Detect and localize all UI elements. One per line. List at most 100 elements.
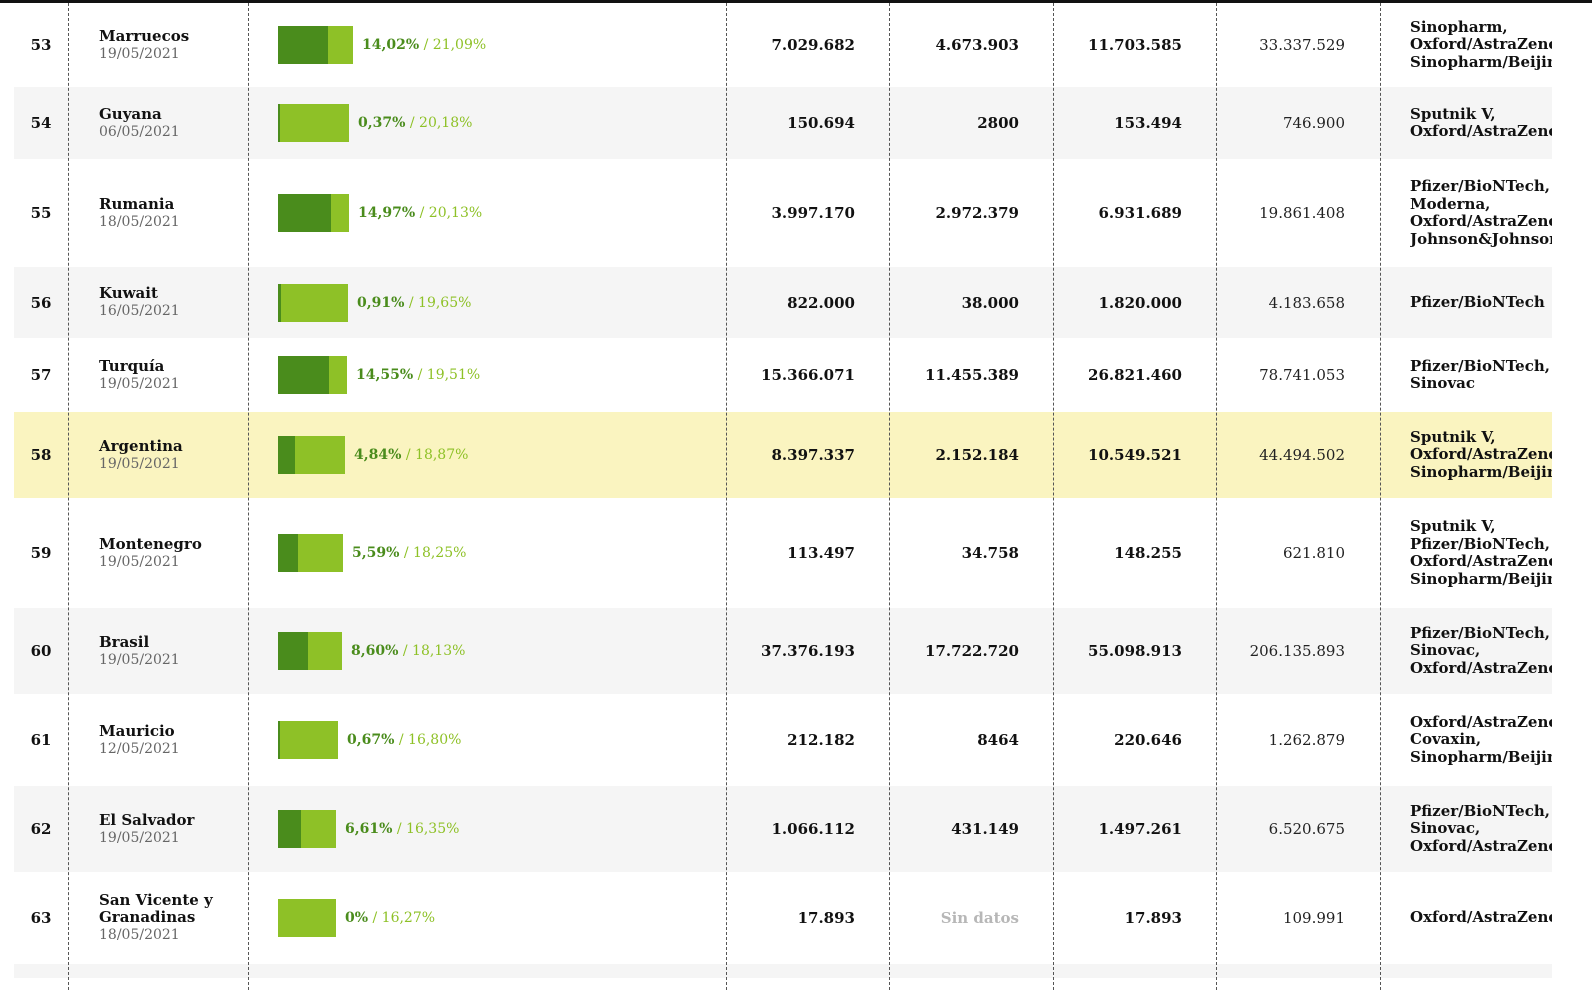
column-divider <box>68 3 69 990</box>
partially-vaccinated-pct: 21,09% <box>432 37 487 53</box>
country-name: Kuwait <box>99 284 158 302</box>
one-dose-count: 8.397.337 <box>771 446 855 464</box>
total-doses-count: 1.820.000 <box>1098 293 1182 312</box>
pct-separator: / <box>399 545 414 561</box>
pct-separator: / <box>404 294 419 311</box>
vaccines-list: Pfizer/BioNTech, Sinovac <box>1410 356 1550 392</box>
vaccination-bar-cell: 4,84% / 18,87% <box>278 412 718 498</box>
vaccination-bar <box>278 26 353 64</box>
vaccination-bar-cell: 0,37% / 20,18% <box>278 87 718 159</box>
population-count: 621.810 <box>1282 544 1345 562</box>
fully-vaccinated-fill <box>278 26 328 64</box>
update-date: 18/05/2021 <box>99 927 180 943</box>
two-doses-count: 34.758 <box>961 544 1019 562</box>
country-cell: Rumania 18/05/2021 <box>99 159 249 267</box>
two-doses-count: 431.149 <box>951 820 1019 838</box>
update-date: 19/05/2021 <box>99 651 180 668</box>
column-divider <box>1216 3 1217 990</box>
two-doses-count: 38.000 <box>961 293 1019 312</box>
one-dose-count: 212.182 <box>787 731 855 749</box>
vaccination-bar <box>278 194 349 232</box>
fully-vaccinated-fill <box>278 283 282 322</box>
fully-vaccinated-fill <box>278 534 298 572</box>
one-dose-count: 7.029.682 <box>771 36 855 54</box>
two-doses-count: 2.972.379 <box>935 204 1019 222</box>
update-date: 06/05/2021 <box>99 123 180 140</box>
vaccines-list: Pfizer/BioNTech, Sinovac, Oxford/AstraZe… <box>1410 801 1552 855</box>
rank-cell: 56 <box>30 293 52 312</box>
rank-cell: 57 <box>30 366 52 384</box>
total-doses-count: 6.931.689 <box>1098 204 1182 222</box>
two-doses-count: 11.455.389 <box>925 366 1019 384</box>
partially-vaccinated-pct: 16,27% <box>381 910 436 926</box>
partially-vaccinated-pct: 18,13% <box>412 643 466 659</box>
total-doses-count: 11.703.585 <box>1088 36 1182 54</box>
vaccines-list: Sinopharm, Oxford/AstraZeneca, Sinopharm… <box>1410 17 1552 71</box>
country-cell: Guyana 06/05/2021 <box>99 87 249 159</box>
vaccination-percentages: 5,59% / 18,25% <box>352 545 466 561</box>
fully-vaccinated-pct: 0% <box>345 910 369 926</box>
vaccines-list: Oxford/AstraZeneca, Covaxin, Sinopharm/B… <box>1410 712 1552 766</box>
fully-vaccinated-fill <box>278 810 302 848</box>
partially-vaccinated-pct: 20,13% <box>428 205 483 221</box>
population-count: 206.135.893 <box>1249 642 1345 660</box>
table-row[interactable]: 59 Montenegro 19/05/2021 5,59% / 18,25% 113.… <box>14 498 1552 608</box>
country-name: San Vicente y Granadinas <box>99 891 213 926</box>
vaccination-percentages: 14,97% / 20,13% <box>358 205 482 221</box>
pct-separator: / <box>419 37 433 53</box>
total-doses-count: 17.893 <box>1124 909 1182 927</box>
population-count: 19.861.408 <box>1259 204 1345 222</box>
table-row[interactable]: 62 El Salvador 19/05/2021 6,61% / 16,35% 1.0… <box>14 786 1552 872</box>
vaccination-bar-cell: 14,55% / 19,51% <box>278 338 718 412</box>
table-row[interactable]: 57 Turquía 19/05/2021 14,55% / 19,51% 15.366… <box>14 338 1552 412</box>
update-date: 18/05/2021 <box>99 213 180 230</box>
total-doses-count: 148.255 <box>1114 544 1182 562</box>
vaccination-percentages: 8,60% / 18,13% <box>351 643 465 659</box>
update-date: 19/05/2021 <box>99 553 180 570</box>
rank-cell: 63 <box>30 909 52 927</box>
vaccines-list: Pfizer/BioNTech, Moderna, Oxford/AstraZe… <box>1410 177 1552 248</box>
vaccines-list: Sputnik V, Oxford/AstraZeneca, Sinopharm… <box>1410 427 1552 481</box>
column-divider <box>1380 3 1381 990</box>
rank-cell: 59 <box>30 544 52 562</box>
population-count: 4.183.658 <box>1268 293 1345 312</box>
partially-vaccinated-pct: 19,65% <box>418 294 472 311</box>
fully-vaccinated-pct: 6,61% <box>345 821 393 837</box>
table-row[interactable]: 54 Guyana 06/05/2021 0,37% / 20,18% 150.694 2… <box>14 87 1552 159</box>
country-cell: Montenegro 19/05/2021 <box>99 498 249 608</box>
update-date: 19/05/2021 <box>99 455 180 472</box>
pct-separator: / <box>368 910 382 926</box>
table-row[interactable]: 58 Argentina 19/05/2021 4,84% / 18,87% 8.397… <box>14 412 1552 498</box>
partially-vaccinated-pct: 19,51% <box>426 367 481 383</box>
population-count: 78.741.053 <box>1259 366 1345 384</box>
vaccination-bar-cell: 0,91% / 19,65% <box>278 267 718 338</box>
vaccines-list: Pfizer/BioNTech, Sinovac, Oxford/AstraZe… <box>1410 623 1552 677</box>
table-row[interactable]: 61 Mauricio 12/05/2021 0,67% / 16,80% 212.18… <box>14 694 1552 786</box>
vaccination-percentages: 0,37% / 20,18% <box>358 115 472 131</box>
country-name: El Salvador <box>99 810 195 829</box>
fully-vaccinated-pct: 14,97% <box>358 205 416 221</box>
country-name: Argentina <box>99 436 183 455</box>
fully-vaccinated-pct: 4,84% <box>354 447 402 463</box>
country-cell: Argentina 19/05/2021 <box>99 412 249 498</box>
fully-vaccinated-pct: 0,67% <box>347 732 395 748</box>
two-doses-count: 2.152.184 <box>935 446 1019 464</box>
total-doses-count: 26.821.460 <box>1088 366 1182 384</box>
pct-separator: / <box>405 115 420 131</box>
fully-vaccinated-fill <box>278 356 330 394</box>
vaccination-table: 53 Marruecos 19/05/2021 14,02% / 21,09% 7.02… <box>14 3 1552 978</box>
table-row[interactable]: 53 Marruecos 19/05/2021 14,02% / 21,09% 7.02… <box>14 3 1552 87</box>
one-dose-count: 1.066.112 <box>771 820 855 838</box>
population-count: 6.520.675 <box>1268 820 1345 838</box>
two-doses-count: 2800 <box>977 114 1019 132</box>
two-doses-count: 8464 <box>977 731 1019 749</box>
table-row[interactable]: 63 San Vicente y Granadinas 18/05/2021 0% /… <box>14 872 1552 964</box>
update-date: 19/05/2021 <box>99 375 180 392</box>
table-row[interactable]: 60 Brasil 19/05/2021 8,60% / 18,13% 37.376.1… <box>14 608 1552 694</box>
table-row[interactable]: 55 Rumania 18/05/2021 14,97% / 20,13% 3.997.… <box>14 159 1552 267</box>
table-row[interactable]: 56 Kuwait 16/05/2021 0,91% / 19,65% 822.000 3… <box>14 267 1552 338</box>
vaccines-list: Pfizer/BioNTech <box>1410 292 1545 311</box>
column-divider <box>726 3 727 990</box>
two-doses-count: 4.673.903 <box>935 36 1019 54</box>
partially-vaccinated-pct: 20,18% <box>419 115 473 131</box>
